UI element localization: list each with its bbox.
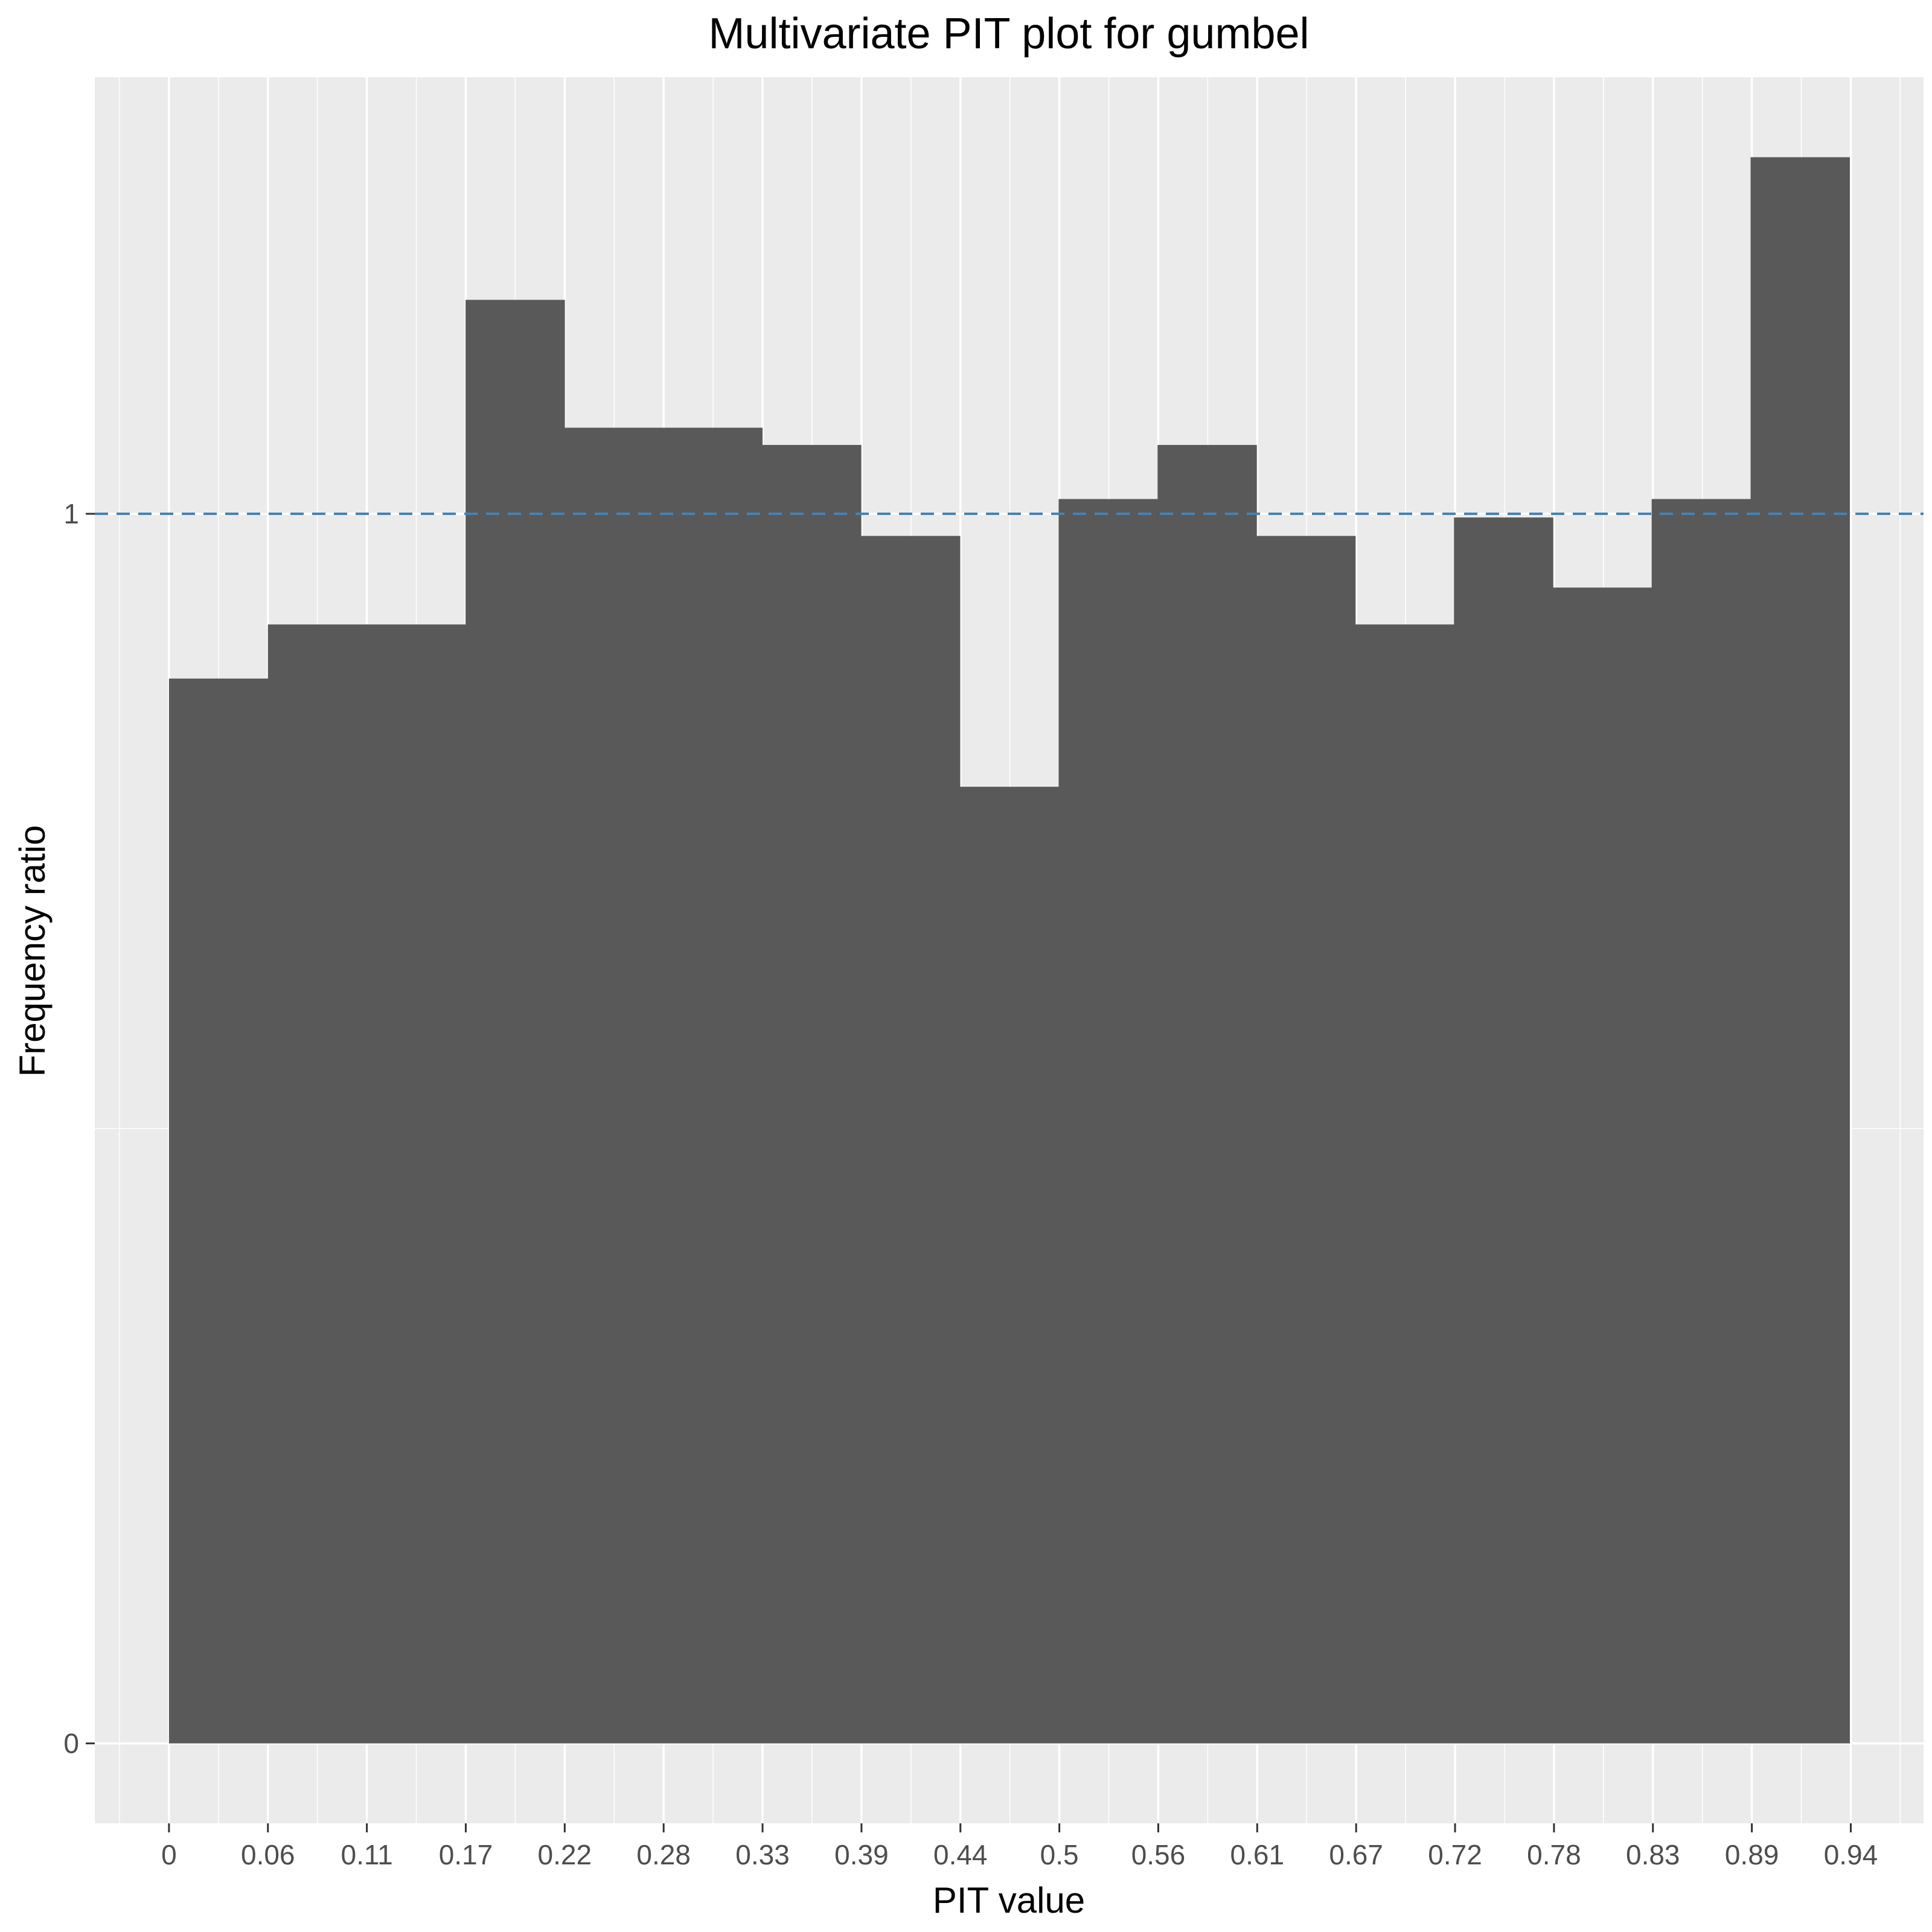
- x-tick-label: 0.61: [1230, 1839, 1285, 1870]
- histogram-bar: [465, 299, 565, 1744]
- histogram-bar: [1651, 499, 1751, 1744]
- x-tick-label: 0.44: [933, 1839, 988, 1870]
- histogram-bar: [1454, 517, 1553, 1744]
- histogram-bar: [663, 427, 763, 1744]
- y-tick-label: 0: [63, 1728, 79, 1759]
- x-tick-label: 0.78: [1527, 1839, 1581, 1870]
- x-tick-label: 0.56: [1131, 1839, 1186, 1870]
- histogram-bar: [1157, 444, 1257, 1744]
- x-tick-label: 0.5: [1040, 1839, 1079, 1870]
- histogram-bar: [1058, 499, 1158, 1744]
- histogram-bar: [366, 624, 466, 1744]
- histogram-bar: [959, 787, 1060, 1744]
- x-tick-label: 0.94: [1824, 1839, 1878, 1870]
- x-tick-label: 0.11: [341, 1839, 393, 1870]
- histogram-bars: [168, 157, 1850, 1744]
- histogram-bar: [564, 427, 664, 1744]
- y-axis-title: Frequency ratio: [12, 825, 53, 1077]
- histogram-bar: [267, 624, 368, 1744]
- histogram-bar: [168, 678, 269, 1744]
- x-tick-labels: 0 0.06 0.11 0.17 0.22 0.28 0.33 0.39 0.44 0.5 0.56…: [161, 1839, 1878, 1870]
- histogram-bar: [1355, 624, 1455, 1744]
- x-tick-label: 0.17: [439, 1839, 493, 1870]
- histogram-bar: [861, 536, 961, 1744]
- x-tick-label: 0: [161, 1839, 177, 1870]
- x-tick-label: 0.33: [735, 1839, 790, 1870]
- x-tick-label: 0.67: [1329, 1839, 1383, 1870]
- x-tick-label: 0.89: [1725, 1839, 1779, 1870]
- y-tick-labels: 01: [63, 498, 79, 1759]
- x-axis-title: PIT value: [933, 1880, 1085, 1921]
- x-tick-label: 0.39: [834, 1839, 889, 1870]
- histogram-bar: [762, 444, 862, 1744]
- x-tick-label: 0.28: [636, 1839, 691, 1870]
- chart-title: Multivariate PIT plot for gumbel: [708, 10, 1309, 58]
- x-tick-label: 0.72: [1428, 1839, 1482, 1870]
- x-tick-label: 0.22: [538, 1839, 592, 1870]
- x-tick-label: 0.83: [1626, 1839, 1680, 1870]
- histogram-bar: [1256, 536, 1356, 1744]
- histogram-bar: [1553, 587, 1652, 1744]
- x-tick-label: 0.06: [241, 1839, 295, 1870]
- axis-ticks: [86, 513, 1852, 1832]
- y-tick-label: 1: [63, 498, 79, 529]
- histogram-bar: [1750, 157, 1850, 1744]
